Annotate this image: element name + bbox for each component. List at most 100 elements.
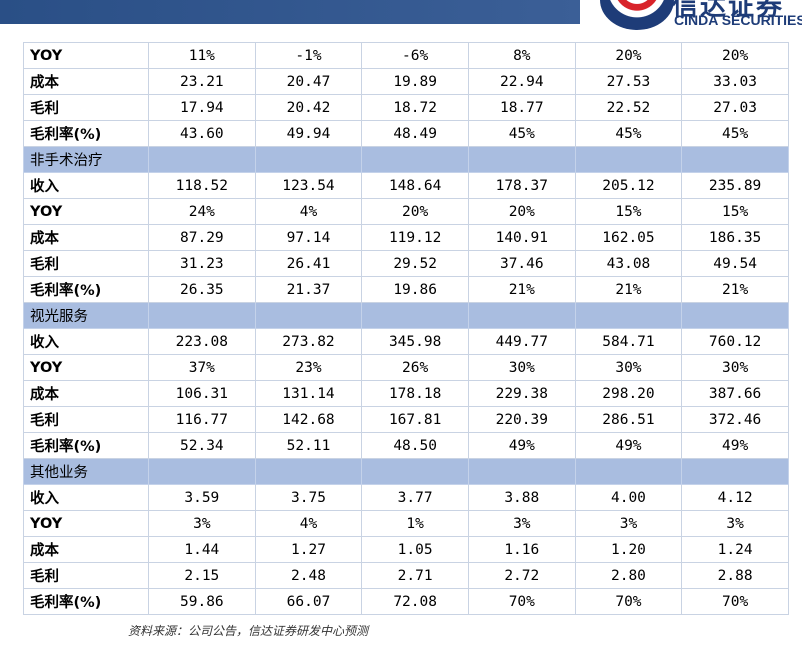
row-label: YOY [23, 42, 149, 69]
table-row: 成本 106.31 131.14 178.18 229.38 298.20 387.66 [23, 380, 789, 407]
row-label: 成本 [23, 68, 149, 95]
value-cell: 235.89 [681, 172, 789, 199]
value-cell: 45% [467, 120, 576, 147]
section-filler-cell [361, 302, 469, 329]
value-cell: 21% [574, 276, 683, 303]
value-cell: 26% [361, 354, 469, 381]
value-cell: 49% [574, 432, 683, 459]
value-cell: 59.86 [148, 588, 256, 615]
value-cell: 220.39 [467, 406, 576, 433]
section-filler-cell [681, 146, 789, 173]
value-cell: 20% [681, 42, 789, 69]
value-cell: 162.05 [574, 224, 683, 251]
value-cell: 20% [361, 198, 469, 225]
table-row: 毛利率(%) 26.35 21.37 19.86 21% 21% 21% [23, 276, 789, 303]
value-cell: 17.94 [148, 94, 256, 121]
value-cell: 27.03 [681, 94, 789, 121]
section-title: 视光服务 [23, 302, 149, 329]
value-cell: 4.12 [681, 484, 789, 511]
logo-chinese-name: 信达证券 [672, 0, 785, 22]
row-label: 毛利 [23, 562, 149, 589]
value-cell: 106.31 [148, 380, 256, 407]
value-cell: 30% [467, 354, 576, 381]
value-cell: 11% [148, 42, 256, 69]
value-cell: 131.14 [254, 380, 363, 407]
value-cell: 2.71 [361, 562, 469, 589]
row-label: YOY [23, 354, 149, 381]
value-cell: 20.42 [254, 94, 363, 121]
table-row: 毛利 31.23 26.41 29.52 37.46 43.08 49.54 [23, 250, 789, 277]
value-cell: 1.05 [361, 536, 469, 563]
value-cell: 3% [148, 510, 256, 537]
value-cell: 3% [467, 510, 576, 537]
value-cell: 87.29 [148, 224, 256, 251]
section-filler-cell [254, 146, 363, 173]
value-cell: 8% [467, 42, 576, 69]
section-filler-cell [574, 146, 683, 173]
table-row: 毛利率(%) 59.86 66.07 72.08 70% 70% 70% [23, 588, 789, 615]
value-cell: 48.50 [361, 432, 469, 459]
value-cell: 48.49 [361, 120, 469, 147]
value-cell: 23.21 [148, 68, 256, 95]
value-cell: 1.27 [254, 536, 363, 563]
logo-english-name: CINDA SECURITIES [674, 12, 802, 28]
value-cell: 52.11 [254, 432, 363, 459]
row-label: 成本 [23, 536, 149, 563]
value-cell: 142.68 [254, 406, 363, 433]
row-label: YOY [23, 510, 149, 537]
value-cell: 273.82 [254, 328, 363, 355]
value-cell: 18.72 [361, 94, 469, 121]
value-cell: 119.12 [361, 224, 469, 251]
value-cell: 2.15 [148, 562, 256, 589]
header-band [0, 0, 580, 24]
value-cell: 70% [574, 588, 683, 615]
row-label: 毛利 [23, 250, 149, 277]
value-cell: 3.75 [254, 484, 363, 511]
section-filler-cell [681, 458, 789, 485]
section-filler-cell [681, 302, 789, 329]
value-cell: 43.08 [574, 250, 683, 277]
table-row: YOY 24% 4% 20% 20% 15% 15% [23, 198, 789, 225]
value-cell: 19.86 [361, 276, 469, 303]
value-cell: 4% [254, 510, 363, 537]
value-cell: 22.52 [574, 94, 683, 121]
table-row: 毛利 116.77 142.68 167.81 220.39 286.51 372.46 [23, 406, 789, 433]
value-cell: 20.47 [254, 68, 363, 95]
value-cell: 449.77 [467, 328, 576, 355]
table-row: 成本 1.44 1.27 1.05 1.16 1.20 1.24 [23, 536, 789, 563]
value-cell: 18.77 [467, 94, 576, 121]
value-cell: 49.54 [681, 250, 789, 277]
section-filler-cell [574, 458, 683, 485]
value-cell: 3% [681, 510, 789, 537]
table-row: 毛利率(%) 43.60 49.94 48.49 45% 45% 45% [23, 120, 789, 147]
table-row: 成本 23.21 20.47 19.89 22.94 27.53 33.03 [23, 68, 789, 95]
value-cell: 178.18 [361, 380, 469, 407]
value-cell: 19.89 [361, 68, 469, 95]
value-cell: 22.94 [467, 68, 576, 95]
section-filler-cell [254, 458, 363, 485]
value-cell: 97.14 [254, 224, 363, 251]
row-label: YOY [23, 198, 149, 225]
value-cell: 387.66 [681, 380, 789, 407]
table-row: 收入 3.59 3.75 3.77 3.88 4.00 4.12 [23, 484, 789, 511]
value-cell: 123.54 [254, 172, 363, 199]
section-filler-cell [361, 146, 469, 173]
value-cell: 26.41 [254, 250, 363, 277]
value-cell: 45% [681, 120, 789, 147]
section-filler-cell [361, 458, 469, 485]
table-row: YOY 11% -1% -6% 8% 20% 20% [23, 42, 789, 69]
company-logo: 信达证券 CINDA SECURITIES [580, 0, 802, 30]
section-title: 非手术治疗 [23, 146, 149, 173]
value-cell: 49% [467, 432, 576, 459]
value-cell: 31.23 [148, 250, 256, 277]
value-cell: 15% [681, 198, 789, 225]
value-cell: -6% [361, 42, 469, 69]
value-cell: 23% [254, 354, 363, 381]
value-cell: 584.71 [574, 328, 683, 355]
value-cell: 21% [681, 276, 789, 303]
value-cell: 760.12 [681, 328, 789, 355]
row-label: 成本 [23, 380, 149, 407]
value-cell: 3.88 [467, 484, 576, 511]
section-header-row: 非手术治疗 [23, 146, 789, 173]
source-note: 资料来源：公司公告，信达证券研发中心预测 [128, 624, 369, 638]
